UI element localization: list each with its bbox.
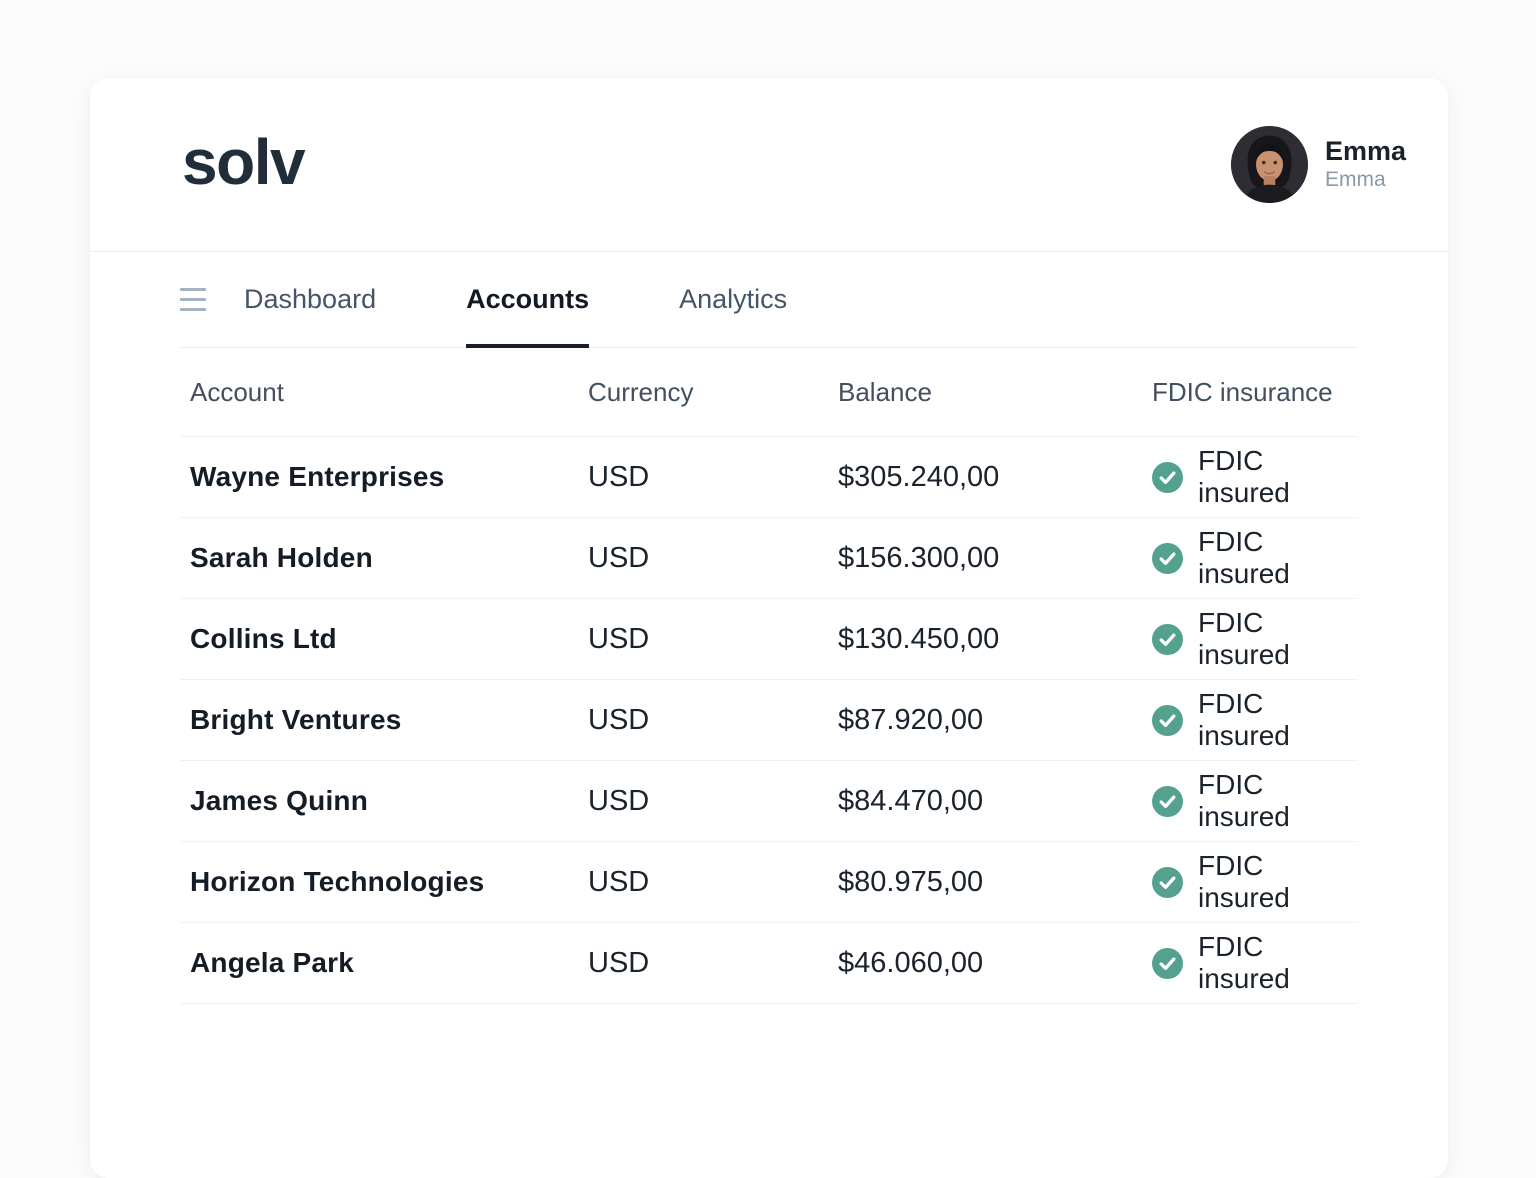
- table-row[interactable]: Horizon Technologies USD $80.975,00 FDIC…: [180, 842, 1358, 923]
- table-row[interactable]: Bright Ventures USD $87.920,00 FDIC insu…: [180, 680, 1358, 761]
- check-circle-icon: [1152, 947, 1183, 979]
- table-body: Wayne Enterprises USD $305.240,00 FDIC i…: [180, 437, 1358, 1004]
- fdic-label: FDIC insured: [1198, 850, 1290, 913]
- account-balance: $87.920,00: [838, 703, 984, 736]
- app-header: solv: [90, 78, 1448, 252]
- main-card: solv: [90, 78, 1448, 1178]
- account-name: Bright Ventures: [190, 704, 402, 735]
- table-row[interactable]: Collins Ltd USD $130.450,00 FDIC insured: [180, 599, 1358, 680]
- check-circle-icon: [1152, 866, 1183, 898]
- account-name: Collins Ltd: [190, 623, 337, 654]
- table-row[interactable]: Sarah Holden USD $156.300,00 FDIC insure…: [180, 518, 1358, 599]
- account-currency: USD: [588, 946, 650, 979]
- table-row[interactable]: Angela Park USD $46.060,00 FDIC insured: [180, 923, 1358, 1004]
- nav-item-accounts[interactable]: Accounts: [466, 252, 590, 348]
- account-currency: USD: [588, 703, 650, 736]
- header-account: Account: [190, 376, 284, 407]
- fdic-label: FDIC insured: [1198, 769, 1290, 832]
- check-circle-icon: [1152, 542, 1183, 574]
- avatar-image: [1230, 126, 1308, 203]
- account-currency: USD: [588, 460, 650, 493]
- table-header-row: Account Currency Balance FDIC insurance: [180, 348, 1358, 437]
- check-circle-icon: [1152, 704, 1183, 736]
- fdic-label: FDIC insured: [1198, 445, 1290, 508]
- user-chip[interactable]: Emma Emma: [1230, 126, 1406, 203]
- account-name: Horizon Technologies: [190, 866, 485, 897]
- header-fdic: FDIC insurance: [1152, 376, 1333, 407]
- account-currency: USD: [588, 622, 650, 655]
- fdic-status: FDIC insured: [1142, 850, 1358, 914]
- account-balance: $156.300,00: [838, 541, 1000, 574]
- account-name: Sarah Holden: [190, 542, 373, 573]
- nav-item-analytics[interactable]: Analytics: [679, 284, 788, 314]
- nav-item-dashboard[interactable]: Dashboard: [244, 284, 377, 314]
- account-balance: $130.450,00: [838, 622, 1000, 655]
- menu-icon[interactable]: [180, 252, 206, 347]
- account-balance: $46.060,00: [838, 946, 984, 979]
- account-balance: $80.975,00: [838, 865, 984, 898]
- account-balance: $305.240,00: [838, 460, 1000, 493]
- fdic-label: FDIC insured: [1198, 931, 1290, 994]
- account-currency: USD: [588, 541, 650, 574]
- table-row[interactable]: Wayne Enterprises USD $305.240,00 FDIC i…: [180, 437, 1358, 518]
- fdic-status: FDIC insured: [1142, 688, 1358, 752]
- accounts-table: Account Currency Balance FDIC insurance …: [180, 348, 1358, 1004]
- fdic-status: FDIC insured: [1142, 445, 1358, 509]
- account-name: Angela Park: [190, 947, 355, 978]
- fdic-status: FDIC insured: [1142, 526, 1358, 590]
- fdic-status: FDIC insured: [1142, 931, 1358, 995]
- account-name: James Quinn: [190, 785, 369, 816]
- account-currency: USD: [588, 784, 650, 817]
- account-balance: $84.470,00: [838, 784, 984, 817]
- account-currency: USD: [588, 865, 650, 898]
- user-avatar[interactable]: [1230, 126, 1308, 203]
- check-circle-icon: [1152, 785, 1183, 817]
- fdic-label: FDIC insured: [1198, 688, 1290, 751]
- app-logo: solv: [182, 125, 306, 198]
- fdic-status: FDIC insured: [1142, 769, 1358, 833]
- user-meta: Emma Emma: [1325, 136, 1406, 193]
- header-currency: Currency: [588, 376, 694, 407]
- main-nav: Dashboard Accounts Analytics: [180, 252, 1358, 348]
- check-circle-icon: [1152, 461, 1183, 493]
- user-name: Emma: [1324, 135, 1406, 166]
- user-subtitle: Emma: [1324, 167, 1386, 191]
- fdic-label: FDIC insured: [1198, 526, 1290, 589]
- check-circle-icon: [1152, 623, 1183, 655]
- fdic-label: FDIC insured: [1198, 607, 1290, 670]
- account-name: Wayne Enterprises: [190, 461, 445, 492]
- table-row[interactable]: James Quinn USD $84.470,00 FDIC insured: [180, 761, 1358, 842]
- header-balance: Balance: [838, 376, 932, 407]
- fdic-status: FDIC insured: [1142, 607, 1358, 671]
